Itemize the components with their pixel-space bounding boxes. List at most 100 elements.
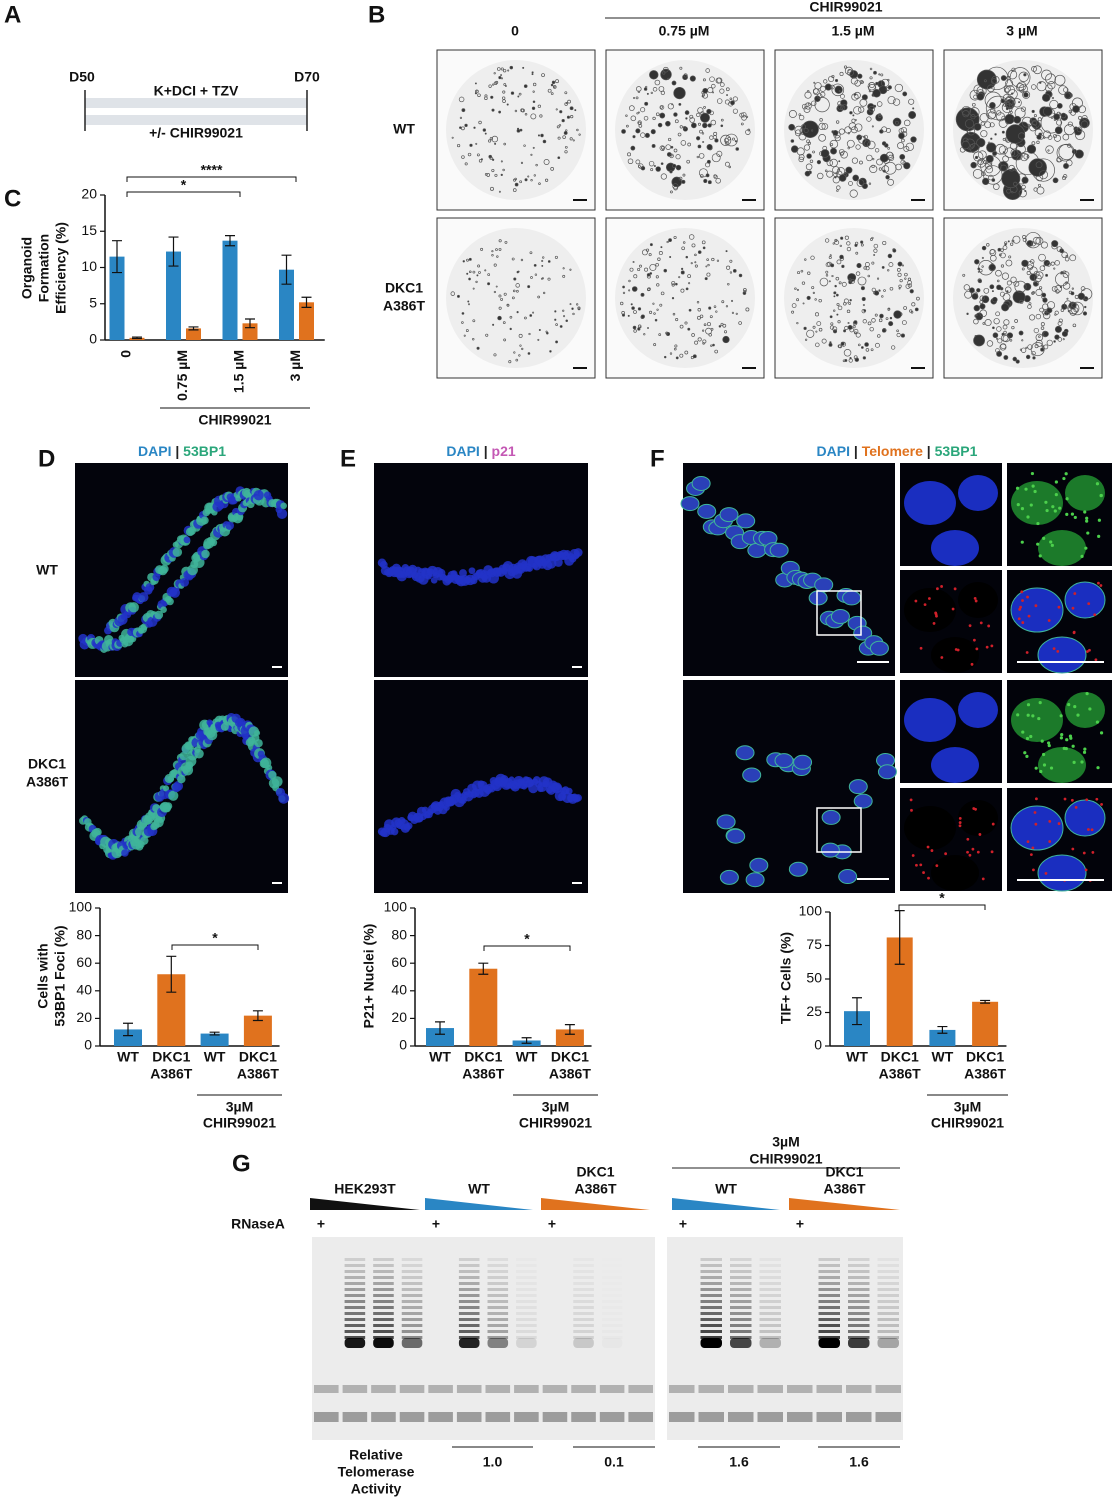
organoid — [846, 309, 851, 314]
organoid — [814, 96, 830, 113]
organoid — [841, 264, 845, 269]
nucleus — [162, 785, 170, 792]
ladder-band — [877, 1330, 899, 1333]
ladder-band — [700, 1330, 722, 1333]
organoid — [501, 77, 504, 80]
error-bar — [225, 235, 235, 247]
timeline-start: D50 — [69, 69, 95, 85]
organoid — [996, 279, 1000, 283]
foci-spot — [1095, 720, 1100, 724]
organoid — [523, 84, 528, 88]
telomere-spot — [930, 849, 934, 852]
ladder-band — [573, 1282, 594, 1285]
ladder-band — [848, 1336, 870, 1339]
ladder-band — [344, 1318, 366, 1321]
nucleus — [680, 496, 700, 512]
nucleus — [278, 792, 290, 804]
telomere-spot — [927, 876, 930, 880]
organoid — [878, 289, 881, 292]
organoid — [828, 256, 832, 260]
stain-name: Telomere — [862, 443, 923, 459]
stain-header: DAPI | Telomere | 53BP1 — [817, 443, 978, 459]
organoid — [856, 263, 862, 269]
ladder-band — [848, 1300, 870, 1303]
organoid — [1018, 189, 1027, 198]
organoid — [1062, 174, 1068, 179]
organoid — [831, 74, 835, 79]
organoid — [546, 331, 549, 335]
organoid — [721, 300, 725, 304]
organoid — [867, 274, 871, 278]
organoid — [963, 284, 970, 291]
y-tick-label: 80 — [76, 926, 92, 942]
product-band — [877, 1338, 899, 1348]
nucleus — [1011, 481, 1063, 525]
organoid — [833, 309, 836, 312]
organoid — [1022, 237, 1028, 242]
organoid — [493, 263, 497, 267]
organoid — [643, 333, 646, 336]
telomere-spot — [1073, 592, 1077, 595]
organoid — [977, 150, 987, 160]
organoid — [472, 287, 475, 290]
organoid — [518, 354, 521, 357]
organoid — [864, 342, 869, 347]
organoid — [674, 119, 679, 124]
telomere-spot — [958, 816, 962, 820]
organoid — [738, 321, 742, 325]
organoid — [995, 269, 1002, 277]
y-tick-label: 50 — [806, 970, 822, 986]
timeline-bar — [85, 115, 307, 125]
ladder-band — [877, 1270, 899, 1273]
organoid — [687, 142, 691, 147]
organoid — [840, 105, 846, 111]
organoid — [1027, 344, 1033, 350]
foci-spot — [1036, 542, 1040, 546]
organoid — [875, 81, 879, 86]
organoid — [870, 348, 874, 352]
ladder-band — [487, 1282, 509, 1285]
organoid — [675, 154, 681, 160]
organoid — [864, 262, 870, 267]
organoid — [722, 335, 730, 344]
nucleus — [742, 767, 762, 783]
organoid — [838, 90, 841, 93]
error-bar — [478, 962, 489, 975]
foci-spot — [1080, 760, 1084, 764]
telomere-spot — [968, 624, 972, 628]
organoid — [821, 123, 829, 130]
organoid — [662, 71, 666, 75]
organoid — [852, 174, 860, 182]
ladder-band — [401, 1312, 423, 1315]
telomere-spot — [932, 622, 936, 625]
y-tick-label: 10 — [81, 258, 97, 274]
control-band — [787, 1412, 813, 1422]
organoid — [538, 182, 541, 185]
organoid — [903, 162, 911, 170]
ladder-band — [401, 1282, 423, 1285]
organoid — [890, 345, 896, 350]
organoid — [1006, 280, 1012, 286]
ladder-band — [487, 1300, 509, 1303]
organoid — [1062, 338, 1065, 341]
telomere-spot — [971, 847, 975, 851]
organoid — [739, 112, 745, 118]
organoid — [1035, 339, 1043, 347]
organoid-image — [774, 217, 934, 379]
organoid — [506, 103, 509, 106]
organoid — [688, 234, 695, 240]
micrograph-inset — [900, 680, 1002, 783]
treatment-label: RNaseA — [231, 1216, 285, 1232]
organoid — [474, 82, 477, 85]
organoid — [1041, 292, 1047, 298]
organoid — [868, 105, 875, 113]
organoid — [1073, 307, 1079, 313]
organoid — [1030, 241, 1036, 247]
telomere-spot — [966, 837, 970, 841]
organoid — [531, 106, 536, 110]
organoid — [868, 81, 875, 88]
organoid — [475, 142, 478, 145]
organoid — [484, 173, 488, 176]
foci-spot — [1080, 554, 1084, 559]
organoid — [1064, 92, 1071, 99]
